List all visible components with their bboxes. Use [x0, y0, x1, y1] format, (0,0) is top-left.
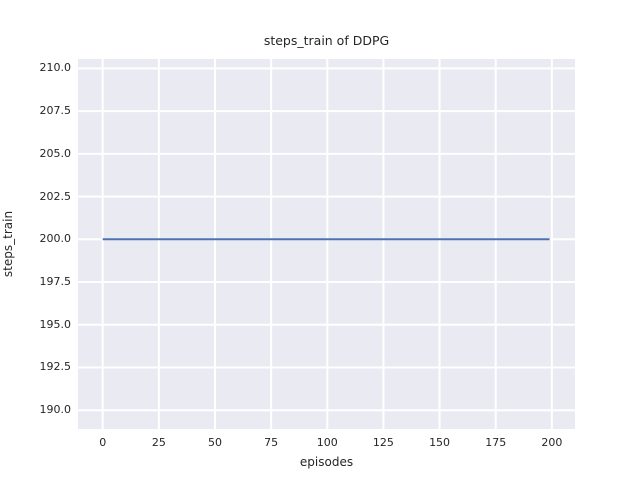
- chart-canvas: [78, 59, 575, 429]
- x-tick-label: 25: [151, 436, 166, 449]
- y-tick-label: 200.0: [39, 232, 72, 246]
- y-tick-label: 210.0: [39, 61, 72, 75]
- x-tick-label: 100: [316, 436, 338, 449]
- x-tick-label: 0: [99, 436, 107, 449]
- x-tick-label: 75: [264, 436, 279, 449]
- x-tick-label: 200: [541, 436, 563, 449]
- x-tick-label: 175: [485, 436, 507, 449]
- chart-title: steps_train of DDPG: [263, 33, 390, 48]
- y-tick-label: 195.0: [39, 317, 72, 331]
- plot-area: [78, 59, 575, 429]
- y-tick-label: 202.5: [39, 189, 72, 203]
- y-tick-label: 197.5: [39, 275, 72, 289]
- y-tick-label: 192.5: [39, 360, 72, 374]
- x-axis-label: episodes: [299, 455, 354, 469]
- x-tick-label: 50: [207, 436, 222, 449]
- x-tick-label: 125: [372, 436, 394, 449]
- y-tick-label: 205.0: [39, 146, 72, 160]
- y-tick-label: 207.5: [39, 104, 72, 118]
- y-tick-label: 190.0: [39, 403, 72, 417]
- x-tick-label: 150: [429, 436, 451, 449]
